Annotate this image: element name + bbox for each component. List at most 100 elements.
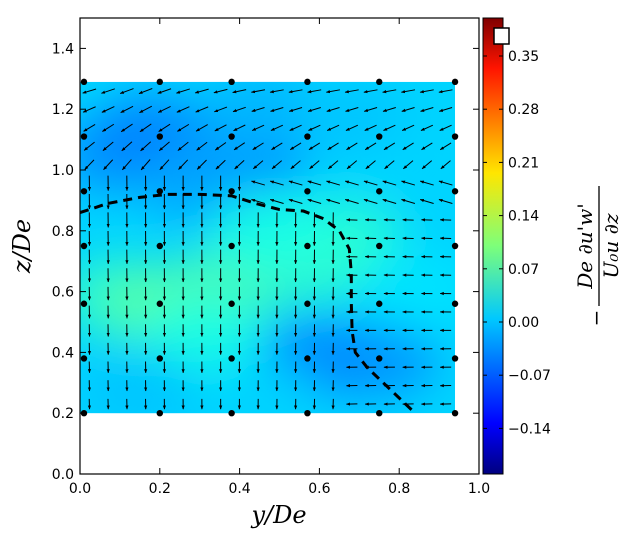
velocity-arrow bbox=[307, 107, 321, 112]
measurement-point bbox=[451, 300, 459, 307]
measurement-point bbox=[376, 78, 383, 86]
measurement-point bbox=[304, 242, 311, 250]
measurement-point bbox=[80, 78, 88, 86]
measurement-point bbox=[156, 300, 163, 307]
velocity-arrow bbox=[103, 159, 114, 170]
colorbar-label-sign: − bbox=[584, 310, 608, 327]
colorbar-tick-label: 0.07 bbox=[508, 262, 539, 278]
velocity-arrow bbox=[421, 142, 433, 151]
velocity-arrow bbox=[344, 180, 359, 186]
velocity-arrow bbox=[401, 180, 416, 186]
measurement-point bbox=[80, 300, 88, 307]
velocity-arrow bbox=[102, 141, 114, 151]
velocity-arrow bbox=[419, 89, 434, 94]
measurement-point bbox=[228, 300, 235, 307]
velocity-arrow bbox=[157, 105, 171, 113]
velocity-arrow bbox=[253, 160, 264, 170]
velocity-arrow bbox=[177, 123, 190, 132]
velocity-vectors bbox=[82, 88, 453, 410]
measurement-point bbox=[376, 410, 383, 417]
measurement-point bbox=[376, 242, 383, 250]
velocity-arrow bbox=[269, 180, 284, 186]
velocity-arrow bbox=[140, 141, 152, 152]
colorbar-tick-label: 0.14 bbox=[508, 209, 539, 225]
measurement-point bbox=[451, 188, 459, 195]
velocity-arrow bbox=[288, 180, 303, 186]
velocity-arrow bbox=[344, 199, 359, 204]
velocity-arrow bbox=[233, 124, 246, 132]
velocity-arrow bbox=[102, 123, 115, 132]
velocity-arrow bbox=[271, 160, 283, 170]
measurement-point bbox=[376, 300, 383, 307]
y-tick-label: 1.4 bbox=[52, 41, 74, 57]
x-tick-label: 0.2 bbox=[149, 481, 171, 497]
velocity-arrow bbox=[363, 180, 378, 186]
velocity-arrow bbox=[401, 107, 415, 112]
measurement-point bbox=[304, 78, 311, 86]
colorbar: 0.35 0.28 0.21 0.14 0.07 0.00 −0.07 −0.14 − De … bbox=[482, 17, 623, 475]
colorbar-gradient bbox=[482, 17, 504, 475]
colorbar-tick-label: 0.35 bbox=[508, 49, 539, 65]
velocity-arrow bbox=[269, 89, 284, 94]
velocity-arrow bbox=[84, 159, 95, 170]
velocity-arrow bbox=[345, 124, 359, 131]
contour-field bbox=[80, 81, 456, 414]
velocity-arrow bbox=[139, 123, 152, 133]
velocity-arrow bbox=[120, 105, 134, 114]
velocity-arrow bbox=[364, 142, 377, 151]
velocity-arrow bbox=[176, 106, 190, 113]
velocity-arrow bbox=[139, 105, 153, 114]
velocity-arrow bbox=[176, 88, 190, 94]
velocity-arrow bbox=[251, 107, 265, 112]
velocity-arrow bbox=[383, 124, 396, 131]
velocity-arrow bbox=[326, 180, 341, 186]
velocity-arrow bbox=[402, 142, 414, 151]
velocity-arrow bbox=[325, 89, 341, 94]
x-tick-label: 0.8 bbox=[388, 481, 410, 497]
measurement-point bbox=[451, 133, 459, 140]
colorbar-tick-label: −0.07 bbox=[508, 368, 551, 384]
measurement-point bbox=[376, 355, 383, 362]
velocity-arrow bbox=[326, 124, 340, 131]
velocity-arrow bbox=[365, 160, 376, 170]
colorbar-ticks: 0.35 0.28 0.21 0.14 0.07 0.00 −0.07 −0.14 bbox=[483, 49, 551, 437]
velocity-arrow bbox=[326, 199, 341, 204]
y-tick-label: 0.6 bbox=[52, 285, 74, 301]
measurement-point bbox=[228, 242, 235, 250]
velocity-arrow bbox=[328, 160, 339, 170]
y-tick-label: 0.0 bbox=[52, 467, 74, 483]
velocity-arrow bbox=[288, 107, 303, 112]
velocity-arrow bbox=[309, 160, 320, 170]
velocity-arrow bbox=[82, 88, 97, 94]
velocity-arrow bbox=[419, 180, 434, 186]
velocity-arrow bbox=[307, 199, 322, 204]
velocity-arrow bbox=[438, 89, 453, 94]
velocity-arrow bbox=[233, 142, 246, 151]
velocity-arrow bbox=[252, 142, 264, 151]
colorbar-tick-label: 0.21 bbox=[508, 155, 539, 171]
velocity-arrow bbox=[289, 142, 302, 151]
velocity-arrow bbox=[439, 142, 452, 151]
measurement-point bbox=[304, 300, 311, 307]
x-axis-label: y/De bbox=[250, 501, 306, 529]
velocity-arrow bbox=[363, 107, 378, 112]
velocity-arrow bbox=[195, 124, 208, 132]
y-tick-label: 0.4 bbox=[52, 345, 74, 361]
velocity-arrow bbox=[438, 107, 453, 112]
velocity-arrow bbox=[158, 141, 170, 152]
velocity-arrow bbox=[419, 199, 434, 204]
velocity-arrow bbox=[401, 124, 415, 131]
velocity-arrow bbox=[213, 88, 228, 94]
velocity-arrow bbox=[269, 199, 284, 204]
field-region-3 bbox=[199, 81, 320, 150]
velocity-arrow bbox=[308, 124, 321, 131]
y-tick-label: 1.0 bbox=[52, 163, 74, 179]
measurement-point bbox=[304, 410, 311, 417]
colorbar-tick-label: 0.28 bbox=[508, 102, 539, 118]
velocity-arrow bbox=[288, 199, 303, 204]
velocity-arrow bbox=[363, 89, 378, 94]
velocity-arrow bbox=[138, 88, 153, 95]
colorbar-tick-label: −0.14 bbox=[508, 421, 551, 437]
field-region-12 bbox=[211, 190, 332, 271]
y-tick-label: 0.2 bbox=[52, 406, 74, 422]
